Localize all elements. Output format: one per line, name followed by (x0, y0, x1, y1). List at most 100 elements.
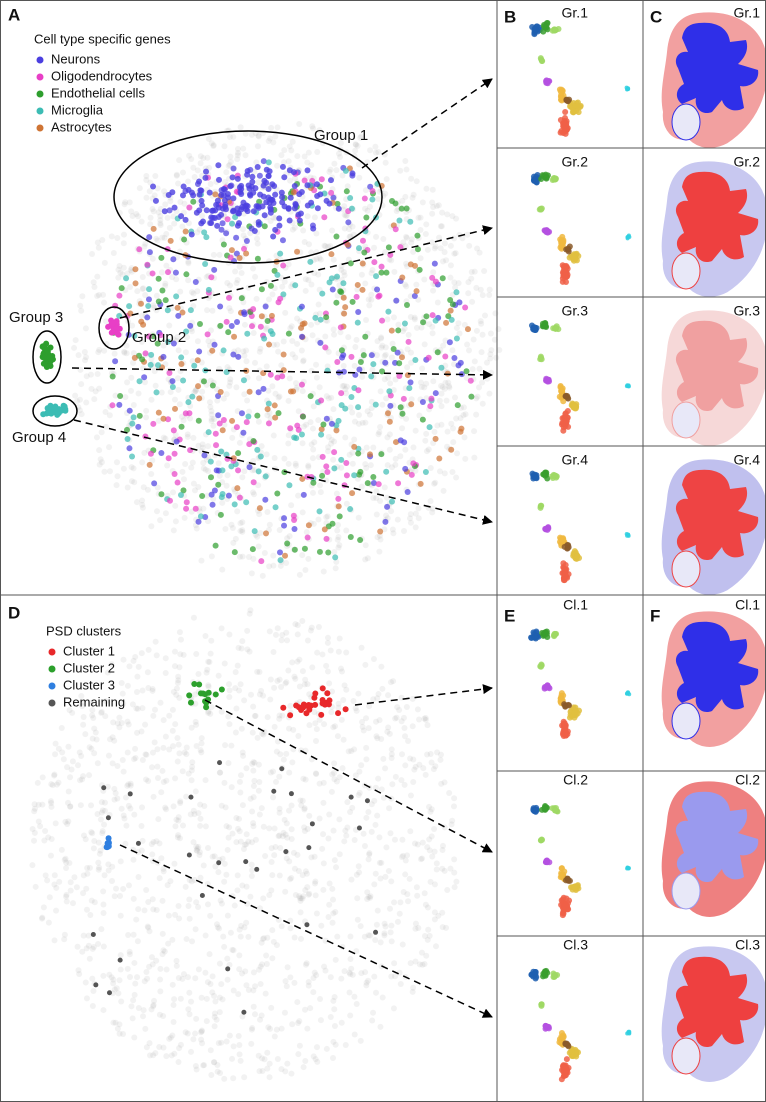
background-point (175, 677, 182, 684)
background-point (251, 491, 258, 498)
cell-point (181, 236, 188, 243)
background-point (216, 960, 223, 967)
cell-point (153, 389, 160, 396)
background-point (355, 690, 362, 697)
background-point (195, 966, 202, 973)
background-point (233, 280, 240, 287)
label: Endothelial cells (51, 85, 145, 100)
background-point (386, 730, 393, 737)
background-point (278, 637, 285, 644)
mini-point (558, 696, 565, 703)
background-point (304, 826, 311, 833)
background-point (166, 712, 173, 719)
mini-point (571, 884, 578, 891)
background-point (205, 467, 212, 474)
cell-point (195, 518, 202, 525)
background-point (408, 236, 415, 243)
background-point (149, 961, 156, 968)
mini-point (573, 257, 580, 264)
background-point (139, 804, 146, 811)
cell-point (360, 352, 367, 359)
background-point (295, 868, 302, 875)
cell-point (286, 482, 293, 489)
background-point (198, 740, 205, 747)
cell-point (169, 378, 176, 385)
background-point (236, 553, 243, 560)
background-point (175, 1059, 182, 1066)
background-point (199, 444, 206, 451)
cell-point (457, 359, 464, 366)
cell-point (408, 471, 415, 478)
background-point (148, 523, 155, 530)
background-point (487, 351, 494, 358)
background-point (343, 686, 350, 693)
background-point (115, 266, 122, 273)
cell-point (318, 176, 325, 183)
mini-point (540, 471, 547, 478)
background-point (437, 245, 444, 252)
background-point (288, 147, 295, 154)
background-point (230, 947, 237, 954)
background-point (377, 939, 384, 946)
background-point (279, 712, 286, 719)
background-point (230, 1043, 237, 1050)
background-point (278, 923, 285, 930)
background-point (422, 231, 429, 238)
background-point (127, 973, 134, 980)
background-point (190, 434, 197, 441)
cell-point (274, 374, 281, 381)
background-point (402, 446, 409, 453)
cell-point (216, 176, 223, 183)
background-point (153, 508, 160, 515)
background-point (375, 775, 382, 782)
background-point (145, 777, 152, 784)
cell-point (136, 412, 143, 419)
background-point (329, 1054, 336, 1061)
background-point (89, 250, 96, 257)
background-point (211, 1059, 218, 1066)
mini-point (565, 544, 572, 551)
background-point (100, 1007, 107, 1014)
background-point (320, 860, 327, 867)
background-point (394, 704, 401, 711)
cell-point (291, 205, 298, 212)
cell-point (132, 266, 139, 273)
background-point (162, 510, 169, 517)
background-point (257, 530, 264, 537)
label: Cluster 2 (63, 660, 115, 675)
cell-point (40, 360, 47, 367)
background-point (249, 808, 256, 815)
background-point (162, 733, 169, 740)
background-point (74, 943, 81, 950)
cluster-point (318, 711, 325, 718)
background-point (378, 859, 385, 866)
background-point (183, 751, 190, 758)
background-point (320, 886, 327, 893)
background-point (125, 721, 132, 728)
background-point (431, 826, 438, 833)
cell-point (171, 450, 178, 457)
background-point (98, 429, 105, 436)
background-point (410, 778, 417, 785)
cell-point (178, 361, 185, 368)
cell-point (290, 169, 297, 176)
background-point (149, 206, 156, 213)
cell-point (265, 159, 272, 166)
background-point (385, 374, 392, 381)
background-point (394, 918, 401, 925)
cell-point (278, 189, 285, 196)
background-point (160, 342, 167, 349)
background-point (341, 272, 348, 279)
background-point (150, 302, 157, 309)
background-point (86, 772, 93, 779)
background-point (117, 966, 124, 973)
background-point (338, 975, 345, 982)
background-point (349, 223, 356, 230)
background-point (132, 745, 139, 752)
background-point (203, 274, 210, 281)
background-point (208, 408, 215, 415)
cell-point (135, 423, 142, 430)
background-point (232, 535, 239, 542)
cell-point (464, 326, 471, 333)
cell-point (364, 480, 371, 487)
